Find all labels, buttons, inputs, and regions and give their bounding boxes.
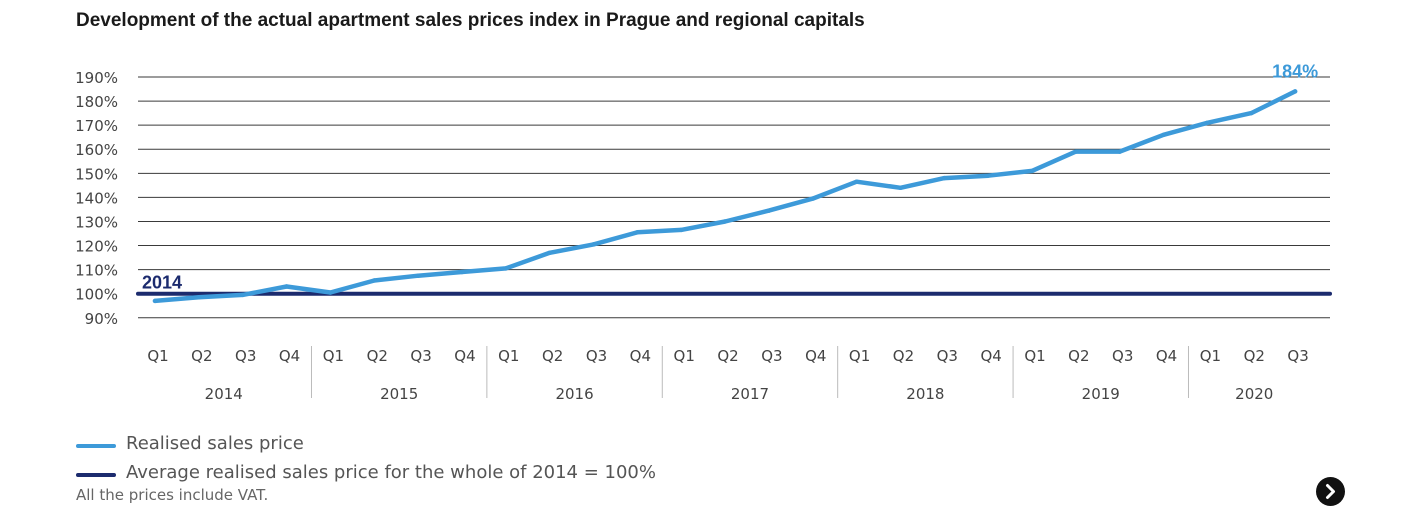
data-point: [196, 295, 202, 300]
x-tick-label: Q4: [630, 347, 651, 365]
x-tick-label: Q3: [1112, 347, 1133, 365]
y-tick-label: 180%: [75, 93, 118, 111]
x-tick-label: Q1: [849, 347, 870, 365]
y-tick-label: 130%: [75, 213, 118, 231]
x-tick-label: Q3: [1287, 347, 1308, 365]
x-tick-label: Q1: [1200, 347, 1221, 365]
data-point: [1073, 149, 1079, 154]
data-point: [240, 292, 245, 298]
x-tick-label: Q3: [235, 347, 256, 365]
legend-swatch-average: [76, 473, 116, 477]
data-point: [503, 266, 508, 271]
legend-label-average: Average realised sales price for the who…: [126, 462, 656, 483]
data-point: [1249, 110, 1254, 116]
legend-swatch-realised: [76, 444, 116, 448]
data-point: [1117, 149, 1122, 154]
y-tick-label: 100%: [75, 286, 118, 304]
legend-label-realised: Realised sales price: [126, 433, 304, 454]
x-year-label: 2018: [906, 385, 944, 403]
x-tick-label: Q1: [147, 347, 168, 365]
data-point: [854, 179, 859, 184]
data-point: [459, 269, 465, 275]
data-point: [547, 250, 552, 255]
data-point: [810, 196, 815, 201]
data-point: [152, 298, 158, 304]
x-tick-label: Q1: [1024, 347, 1045, 365]
data-point: [372, 278, 377, 283]
data-point: [284, 284, 289, 289]
x-tick-label: Q1: [498, 347, 519, 365]
y-tick-label: 120%: [75, 238, 118, 256]
x-tick-label: Q3: [586, 347, 607, 365]
x-year-label: 2015: [380, 385, 418, 403]
x-year-label: 2017: [731, 385, 769, 403]
chart-title: Development of the actual apartment sale…: [76, 10, 865, 31]
line-chart: 190% 180% 170% 160% 150% 140% 130% 120% 110% 100%…: [75, 61, 1332, 403]
data-point: [679, 227, 684, 233]
x-tick-label: Q2: [1068, 347, 1089, 365]
vat-note: All the prices include VAT.: [76, 486, 269, 504]
x-year-label: 2019: [1082, 385, 1120, 403]
data-point: [722, 219, 728, 224]
y-tick-label: 160%: [75, 141, 118, 159]
data-point: [985, 173, 991, 178]
data-point: [328, 290, 333, 295]
x-tick-label: Q4: [279, 347, 300, 365]
x-tick-label: Q1: [674, 347, 695, 365]
x-tick-label: Q4: [805, 347, 826, 365]
x-tick-label: Q4: [1156, 347, 1177, 365]
data-point: [942, 175, 947, 181]
data-point: [635, 230, 640, 235]
x-tick-label: Q2: [191, 347, 212, 365]
x-tick-label: Q2: [1244, 347, 1265, 365]
y-tick-label: 140%: [75, 189, 118, 207]
data-point: [1029, 168, 1035, 174]
y-tick-label: 110%: [75, 262, 118, 280]
x-tick-label: Q3: [937, 347, 958, 365]
data-point: [898, 185, 903, 190]
x-tick-label: Q2: [542, 347, 563, 365]
x-tick-label: Q4: [980, 347, 1001, 365]
x-tick-label: Q2: [717, 347, 738, 365]
x-tick-label: Q2: [893, 347, 914, 365]
x-year-label: 2020: [1235, 385, 1273, 403]
x-tick-label: Q3: [761, 347, 782, 365]
x-tick-label: Q3: [410, 347, 431, 365]
data-point: [766, 208, 772, 213]
x-year-label: 2016: [555, 385, 593, 403]
x-year-label: 2014: [205, 385, 243, 403]
baseline-label: 2014: [142, 273, 182, 293]
y-tick-label: 90%: [85, 310, 118, 328]
x-tick-label: Q4: [454, 347, 475, 365]
y-tick-label: 170%: [75, 117, 118, 135]
data-point: [591, 242, 596, 247]
next-button[interactable]: [1316, 477, 1345, 506]
data-point: [1161, 132, 1166, 137]
y-tick-label: 190%: [75, 69, 118, 87]
chevron-right-icon: [1326, 484, 1335, 499]
x-tick-label: Q2: [367, 347, 388, 365]
x-tick-label: Q1: [323, 347, 344, 365]
data-point: [415, 273, 421, 278]
data-point: [1205, 120, 1210, 125]
y-tick-label: 150%: [75, 165, 118, 183]
end-value-label: 184%: [1272, 61, 1318, 81]
data-point: [1292, 89, 1298, 94]
